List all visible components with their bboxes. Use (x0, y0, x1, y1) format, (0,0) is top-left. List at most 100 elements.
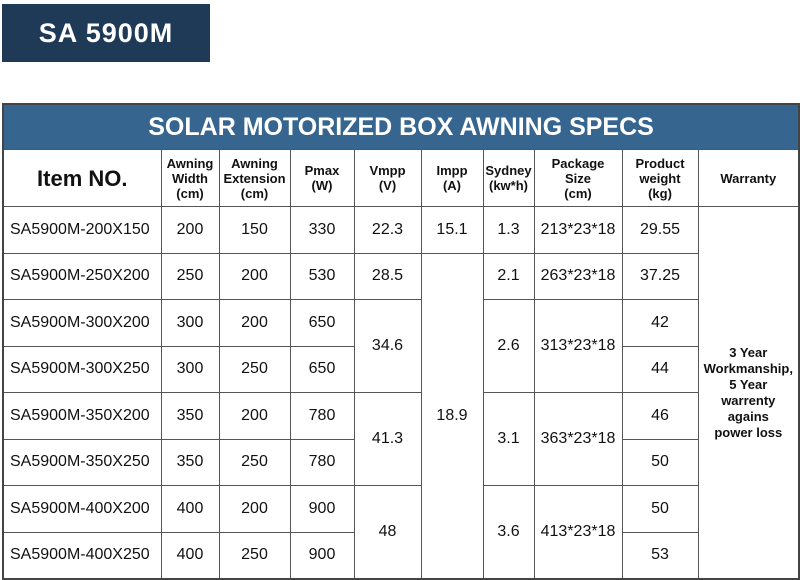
text-line: (cm) (564, 185, 592, 201)
cell: 250 (160, 252, 220, 300)
row: SA5900M-350X200 350 200 780 41.3 3.1 363… (2, 392, 799, 486)
text-line: power loss (714, 424, 783, 440)
text-line: (V) (378, 178, 397, 193)
cell: 29.55 (621, 206, 699, 254)
text-line: Awning (231, 155, 278, 171)
header-cell: Sydney (kw*h) (482, 149, 535, 207)
header-cell: Warranty (697, 149, 800, 207)
cell: 18.9 (420, 252, 484, 580)
header-cell: Pmax (W) (289, 149, 355, 207)
cell: 363*23*18 (533, 392, 623, 486)
cell: 2.6 (482, 299, 535, 393)
text-line: Impp (436, 163, 468, 178)
cell: 46 (621, 392, 699, 440)
cell: SA5900M-250X200 (2, 252, 162, 300)
text-line: (W) (311, 178, 333, 193)
header-cell: Vmpp (V) (353, 149, 422, 207)
text-line: (kw*h) (489, 178, 528, 193)
cell: 50 (621, 485, 699, 533)
text-line: Vmpp (369, 163, 406, 178)
cell: 650 (289, 299, 355, 347)
row: SA5900M-400X200 400 200 900 48 3.6 413*2… (2, 485, 799, 580)
text-line: Size (564, 170, 591, 186)
title-row: SOLAR MOTORIZED BOX AWNING SPECS (2, 103, 800, 150)
cell: 213*23*18 (533, 206, 623, 254)
row: SA5900M-300X200 300 200 650 34.6 2.6 313… (2, 299, 799, 393)
cell: 530 (289, 252, 355, 300)
cell: 900 (289, 531, 355, 580)
text-line: agains (727, 408, 769, 424)
cell: 413*23*18 (533, 485, 623, 580)
cell: 3.6 (482, 485, 535, 580)
text-line: Pmax (304, 163, 340, 178)
text-line: Sydney (485, 163, 532, 178)
cell: SA5900M-300X200 (2, 299, 162, 347)
row: SA5900M-300X250 300 250 650 44 (2, 345, 799, 393)
cell: 250 (218, 345, 291, 393)
text-line: Width (172, 170, 208, 186)
header-cell: Awning Width (cm) (160, 149, 220, 207)
text-line: Extension (223, 170, 286, 186)
cell: 200 (218, 299, 291, 347)
cell: 200 (160, 206, 220, 254)
cell: 42 (621, 299, 699, 347)
text-line: (A) (442, 178, 462, 193)
text-line: Product (635, 155, 685, 171)
text-line: Item NO. (37, 165, 128, 191)
cell: 400 (160, 531, 220, 580)
cell: SA5900M-350X250 (2, 438, 162, 486)
cell: 650 (289, 345, 355, 393)
text-line: (cm) (176, 185, 204, 201)
cell: 780 (289, 438, 355, 486)
cell: 250 (218, 531, 291, 580)
header-row: Item NO. Awning Width (cm) Awning Extension (c… (2, 149, 800, 207)
text-line: Awning (166, 155, 214, 171)
header-cell: Package Size (cm) (533, 149, 623, 207)
cell: 53 (621, 531, 699, 580)
text-line: weight (639, 170, 681, 186)
cell: SA5900M-400X200 (2, 485, 162, 533)
cell: SA5900M-400X250 (2, 531, 162, 580)
cell: 48 (353, 485, 422, 580)
cell: 313*23*18 (533, 299, 623, 393)
row: SA5900M-200X150 200 150 330 22.3 15.1 1.… (2, 206, 800, 580)
text-line: Package (551, 155, 605, 171)
cell: 2.1 (482, 252, 535, 300)
cell: 900 (289, 485, 355, 533)
cell: 400 (160, 485, 220, 533)
header-cell: Item NO. (2, 149, 162, 207)
cell: 37.25 (621, 252, 699, 300)
cell: 200 (218, 392, 291, 440)
cell: 780 (289, 392, 355, 440)
text-line: (cm) (240, 185, 269, 201)
cell: 15.1 (420, 206, 484, 254)
cell: SA5900M-300X250 (2, 345, 162, 393)
cell: 28.5 (353, 252, 422, 300)
row: SA5900M-350X250 350 250 780 50 (2, 438, 799, 486)
cell: 1.3 (482, 206, 535, 254)
row: SA5900M-400X250 400 250 900 53 (2, 531, 799, 580)
table-title: SOLAR MOTORIZED BOX AWNING SPECS (2, 103, 800, 150)
cell: 300 (160, 299, 220, 347)
model-badge: SA 5900M (2, 4, 210, 62)
text-line: Warranty (720, 170, 777, 186)
cell: 300 (160, 345, 220, 393)
cell: SA5900M-350X200 (2, 392, 162, 440)
cell: 350 (160, 438, 220, 486)
header-cell: Awning Extension (cm) (218, 149, 291, 207)
text-line: warrenty (721, 392, 776, 408)
cell: 41.3 (353, 392, 422, 486)
cell: 200 (218, 485, 291, 533)
text-line: (kg) (648, 185, 672, 201)
cell: SA5900M-200X150 (2, 206, 162, 254)
header-cell: Product weight (kg) (621, 149, 699, 207)
cell: 22.3 (353, 206, 422, 254)
warranty-cell: 3 Year Workmanship, 5 Year warrenty agains po… (697, 206, 800, 580)
cell: 3.1 (482, 392, 535, 486)
header-cell: Impp (A) (420, 149, 484, 207)
text-line: Workmanship, (703, 360, 793, 376)
cell: 200 (218, 252, 291, 300)
cell: 350 (160, 392, 220, 440)
cell: 263*23*18 (533, 252, 623, 300)
